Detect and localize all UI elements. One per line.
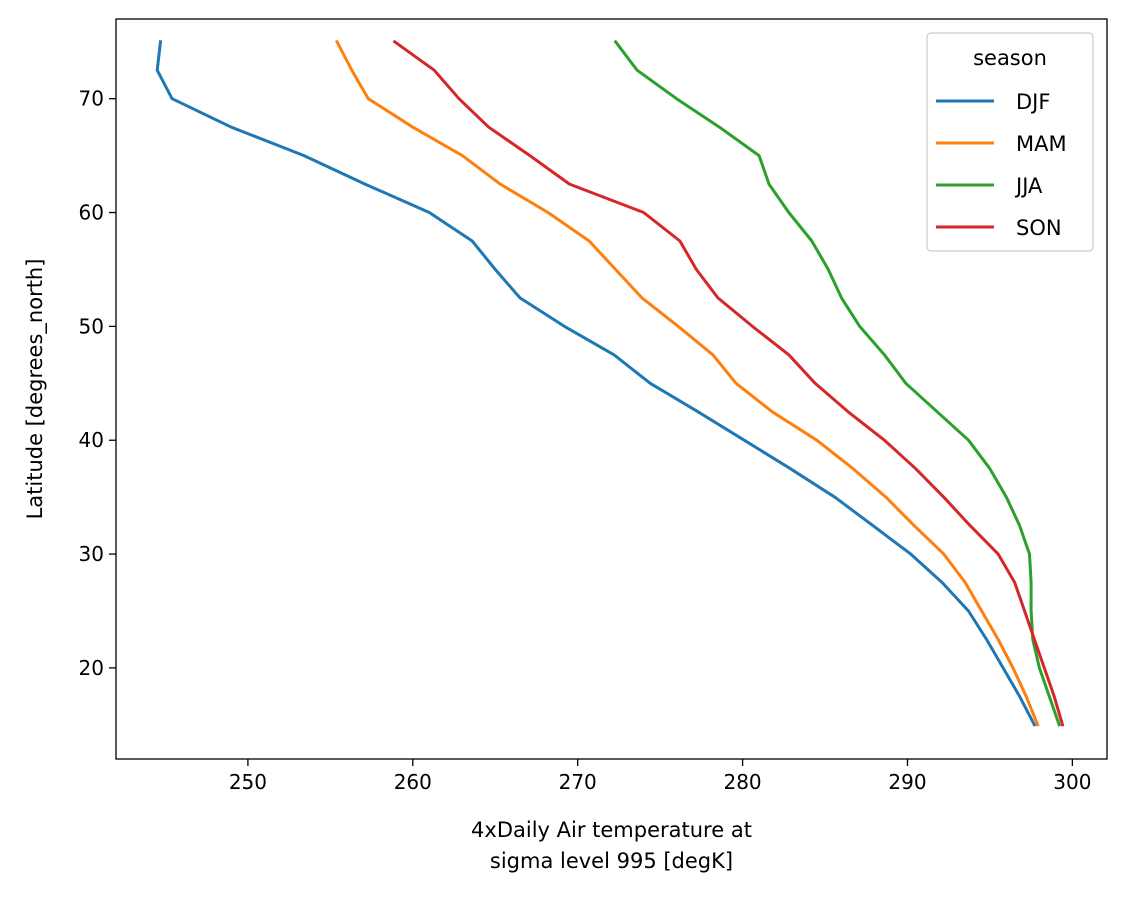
legend-label-djf: DJF bbox=[1016, 90, 1050, 114]
series-line-son bbox=[392, 39, 1065, 727]
y-tick-label: 30 bbox=[79, 542, 104, 566]
plot-frame bbox=[115, 18, 1108, 760]
y-tick-label: 50 bbox=[79, 314, 104, 338]
series-line-djf bbox=[155, 40, 1037, 727]
y-axis: 20 30 40 50 60 70 bbox=[79, 87, 116, 680]
y-tick-label: 60 bbox=[79, 201, 104, 225]
x-tick-label: 290 bbox=[888, 770, 926, 794]
x-axis-label-line-1: 4xDaily Air temperature at bbox=[471, 818, 752, 842]
series-layer bbox=[155, 39, 1065, 727]
x-axis: 250 260 270 280 290 300 bbox=[229, 759, 1091, 794]
x-tick-label: 300 bbox=[1053, 770, 1091, 794]
series-line-mam bbox=[334, 39, 1040, 727]
legend-title: season bbox=[973, 46, 1047, 70]
x-tick-label: 270 bbox=[559, 770, 597, 794]
legend-entries: DJF MAM JJA SON bbox=[936, 90, 1067, 240]
legend-label-jja: JJA bbox=[1014, 174, 1043, 198]
x-tick-label: 280 bbox=[723, 770, 761, 794]
series-line-jja bbox=[613, 39, 1062, 727]
x-axis-label-line-2: sigma level 995 [degK] bbox=[490, 849, 733, 873]
y-axis-label: Latitude [degrees_north] bbox=[23, 259, 48, 520]
legend-label-son: SON bbox=[1016, 216, 1062, 240]
legend-box bbox=[926, 32, 1094, 252]
x-tick-label: 250 bbox=[229, 770, 267, 794]
legend-label-mam: MAM bbox=[1016, 132, 1067, 156]
y-tick-label: 20 bbox=[79, 656, 104, 680]
y-tick-label: 40 bbox=[79, 428, 104, 452]
y-tick-label: 70 bbox=[79, 87, 104, 111]
x-tick-label: 260 bbox=[394, 770, 432, 794]
legend: season DJF MAM JJA SON bbox=[926, 32, 1094, 252]
